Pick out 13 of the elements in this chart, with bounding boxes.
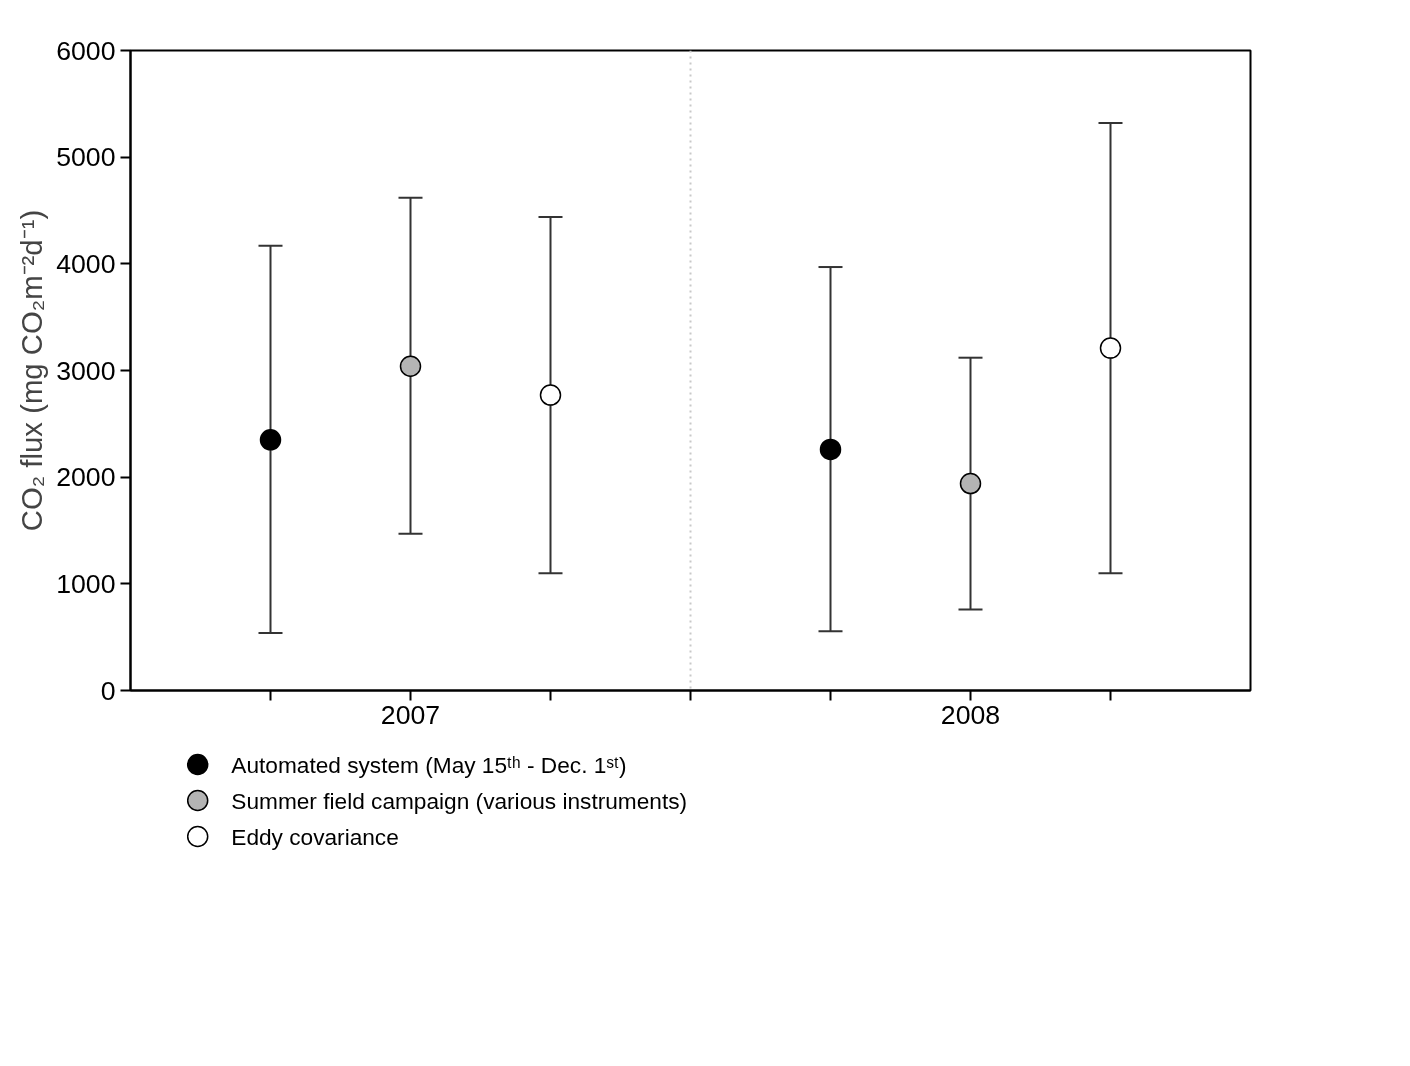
y-tick-label: 3000 — [56, 355, 116, 386]
legend-label: Eddy covariance — [231, 823, 399, 850]
x-tick-label: 2007 — [380, 699, 441, 730]
y-tick-label: 2000 — [56, 462, 116, 493]
y-axis-title: CO₂ flux (mg CO₂m⁻²d⁻¹) — [15, 209, 49, 532]
y-tick-label: 0 — [100, 675, 116, 706]
y-tick-label: 6000 — [56, 35, 116, 66]
y-tick-label: 1000 — [56, 568, 116, 599]
y-tick-label: 5000 — [56, 142, 116, 173]
y-tick-label: 4000 — [56, 248, 116, 279]
x-tick-label: 2008 — [940, 699, 1001, 730]
legend-label: Summer field campaign (various instruments) — [231, 787, 688, 814]
legend-label: Automated system (May 15ᵗʰ - Dec. 1ˢᵗ) — [231, 751, 627, 778]
